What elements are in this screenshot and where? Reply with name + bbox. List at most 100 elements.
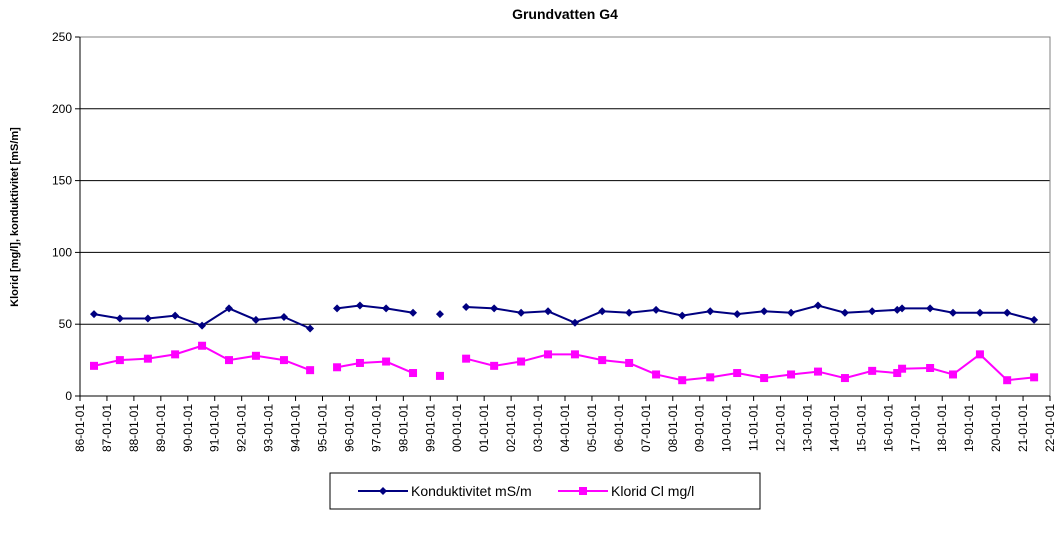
x-tick-label: 12-01-01 xyxy=(774,404,788,452)
marker xyxy=(225,304,234,313)
marker xyxy=(355,301,364,310)
marker xyxy=(198,341,207,350)
x-tick-label: 01-01-01 xyxy=(477,404,491,452)
marker xyxy=(652,305,661,314)
marker xyxy=(570,318,579,327)
marker xyxy=(926,304,935,313)
chart-title: Grundvatten G4 xyxy=(512,6,618,22)
marker xyxy=(814,367,823,376)
marker xyxy=(490,361,499,370)
marker xyxy=(306,324,315,333)
marker xyxy=(115,314,124,323)
marker xyxy=(579,487,587,495)
x-tick-label: 07-01-01 xyxy=(639,404,653,452)
marker xyxy=(787,370,796,379)
marker xyxy=(898,304,907,313)
marker xyxy=(409,369,418,378)
marker xyxy=(490,304,499,313)
x-tick-label: 13-01-01 xyxy=(801,404,815,452)
marker xyxy=(868,307,877,316)
x-tick-label: 93-01-01 xyxy=(262,404,276,452)
x-tick-label: 88-01-01 xyxy=(127,404,141,452)
x-tick-label: 02-01-01 xyxy=(504,404,518,452)
x-tick-label: 08-01-01 xyxy=(666,404,680,452)
marker xyxy=(171,350,180,359)
marker xyxy=(1030,315,1039,324)
marker xyxy=(355,358,364,367)
x-tick-label: 91-01-01 xyxy=(208,404,222,452)
marker xyxy=(462,354,471,363)
series-line xyxy=(93,344,1035,382)
marker xyxy=(544,307,553,316)
marker xyxy=(975,308,984,317)
marker xyxy=(225,356,234,365)
y-axis-label: Klorid [mg/l], konduktivitet [mS/m] xyxy=(9,127,21,307)
marker xyxy=(435,310,444,319)
marker xyxy=(975,350,984,359)
y-tick-label: 100 xyxy=(52,245,72,259)
x-tick-label: 86-01-01 xyxy=(73,404,87,452)
marker xyxy=(279,313,288,322)
marker xyxy=(1030,373,1039,382)
marker xyxy=(1003,376,1012,385)
marker xyxy=(814,301,823,310)
marker xyxy=(171,311,180,320)
marker xyxy=(115,356,124,365)
legend-label: Klorid Cl mg/l xyxy=(611,483,694,499)
marker xyxy=(333,304,342,313)
marker xyxy=(379,487,387,495)
marker xyxy=(678,376,687,385)
x-tick-label: 94-01-01 xyxy=(289,404,303,452)
marker xyxy=(625,308,634,317)
y-tick-label: 150 xyxy=(52,174,72,188)
marker xyxy=(840,374,849,383)
marker xyxy=(787,308,796,317)
x-tick-label: 15-01-01 xyxy=(854,404,868,452)
x-tick-label: 89-01-01 xyxy=(154,404,168,452)
y-tick-label: 250 xyxy=(52,30,72,44)
x-tick-label: 97-01-01 xyxy=(369,404,383,452)
marker xyxy=(251,351,260,360)
marker xyxy=(760,307,769,316)
x-tick-label: 90-01-01 xyxy=(181,404,195,452)
x-tick-label: 21-01-01 xyxy=(1016,404,1030,452)
marker xyxy=(868,366,877,375)
plot-frame xyxy=(79,36,1051,397)
marker xyxy=(143,314,152,323)
x-tick-label: 18-01-01 xyxy=(935,404,949,452)
marker xyxy=(251,315,260,324)
marker xyxy=(306,366,315,375)
marker xyxy=(625,358,634,367)
marker xyxy=(544,350,553,359)
x-tick-label: 11-01-01 xyxy=(747,404,761,451)
x-tick-label: 14-01-01 xyxy=(827,404,841,452)
y-tick-label: 50 xyxy=(59,317,73,331)
marker xyxy=(949,370,957,379)
x-tick-label: 99-01-01 xyxy=(423,404,437,452)
marker xyxy=(1003,308,1012,317)
marker xyxy=(598,356,607,365)
x-tick-label: 00-01-01 xyxy=(450,404,464,452)
marker xyxy=(143,354,152,363)
marker xyxy=(598,307,607,316)
x-tick-label: 10-01-01 xyxy=(720,404,734,452)
marker xyxy=(570,350,579,359)
marker xyxy=(517,308,526,317)
x-tick-label: 95-01-01 xyxy=(316,404,330,452)
x-tick-label: 03-01-01 xyxy=(531,404,545,452)
marker xyxy=(382,304,391,313)
marker xyxy=(760,374,769,383)
marker xyxy=(333,363,342,372)
marker xyxy=(926,363,935,372)
y-tick-label: 0 xyxy=(65,389,72,403)
x-tick-label: 96-01-01 xyxy=(342,404,356,452)
x-tick-label: 20-01-01 xyxy=(989,404,1003,452)
marker xyxy=(462,302,471,311)
x-tick-label: 22-01-01 xyxy=(1043,404,1057,452)
marker xyxy=(733,369,742,378)
marker xyxy=(90,310,99,319)
x-tick-label: 04-01-01 xyxy=(558,404,572,452)
x-tick-label: 05-01-01 xyxy=(585,404,599,452)
marker xyxy=(706,307,715,316)
